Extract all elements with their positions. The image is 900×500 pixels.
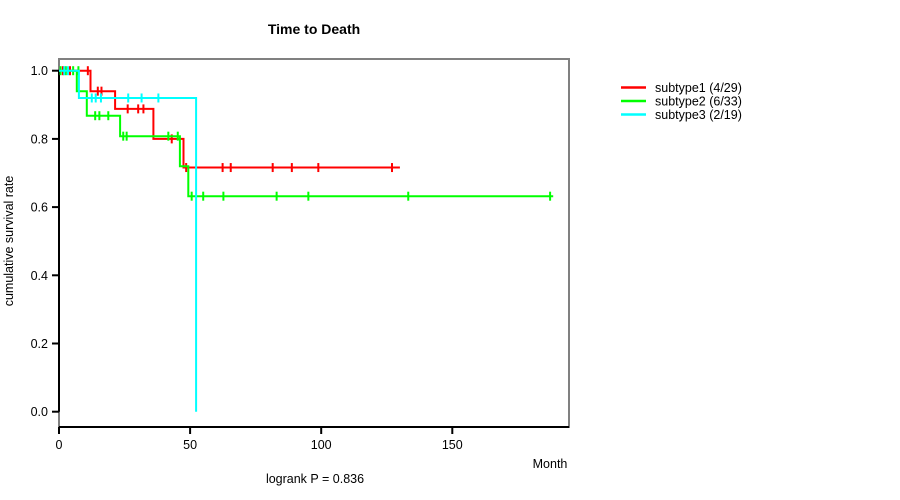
plot-layer: 0.0 0.2 0.4 0.6 0.8 1.0 0 50 100 150 subtype1 (4/2… — [31, 58, 742, 452]
x-tick-label: 0 — [56, 438, 63, 452]
y-tick-label: 0.8 — [31, 132, 48, 146]
plot-title: Time to Death — [268, 21, 360, 37]
x-axis-label: Month — [533, 457, 568, 471]
x-tick-label: 50 — [183, 438, 197, 452]
logrank-annotation: logrank P = 0.836 — [266, 472, 364, 486]
y-tick-label: 1.0 — [31, 64, 48, 78]
x-tick-label: 150 — [442, 438, 463, 452]
survival-curve-subtype1 — [59, 69, 400, 169]
survival-curve-subtype2 — [59, 69, 554, 198]
y-tick-label: 0.6 — [31, 201, 48, 215]
x-tick-label: 100 — [311, 438, 332, 452]
legend-label-3: subtype3 (2/19) — [655, 108, 742, 122]
survival-curve-subtype3 — [59, 69, 198, 412]
plot-frame — [58, 58, 570, 428]
legend-label-1: subtype1 (4/29) — [655, 81, 742, 95]
y-tick-label: 0.0 — [31, 405, 48, 419]
y-tick-label: 0.2 — [31, 337, 48, 351]
legend-label-2: subtype2 (6/33) — [655, 95, 742, 109]
y-axis-label: cumulative survival rate — [2, 176, 16, 307]
y-tick-label: 0.4 — [31, 269, 48, 283]
